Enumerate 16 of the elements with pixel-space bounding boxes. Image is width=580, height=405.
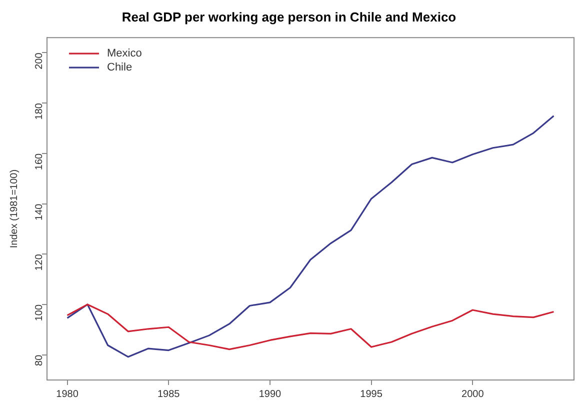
x-tick-label: 1985 bbox=[157, 388, 180, 400]
x-tick-label: 1980 bbox=[56, 388, 79, 400]
x-tick-label: 1995 bbox=[360, 388, 383, 400]
x-tick-label: 1990 bbox=[258, 388, 282, 400]
y-tick-label: 200 bbox=[34, 52, 45, 70]
y-axis-title: Index (1981=100) bbox=[8, 169, 20, 248]
chart-title: Real GDP per working age person in Chile and Mexico bbox=[122, 9, 456, 24]
y-tick-label: 80 bbox=[34, 354, 45, 366]
y-tick-label: 120 bbox=[34, 254, 45, 271]
y-tick-label: 100 bbox=[34, 304, 45, 322]
y-tick-label: 160 bbox=[34, 152, 45, 170]
legend-label: Chile bbox=[107, 62, 132, 74]
legend-label: Mexico bbox=[107, 48, 142, 60]
y-tick-label: 180 bbox=[34, 102, 45, 120]
y-tick-label: 140 bbox=[34, 203, 45, 220]
x-tick-label: 2000 bbox=[462, 388, 484, 400]
